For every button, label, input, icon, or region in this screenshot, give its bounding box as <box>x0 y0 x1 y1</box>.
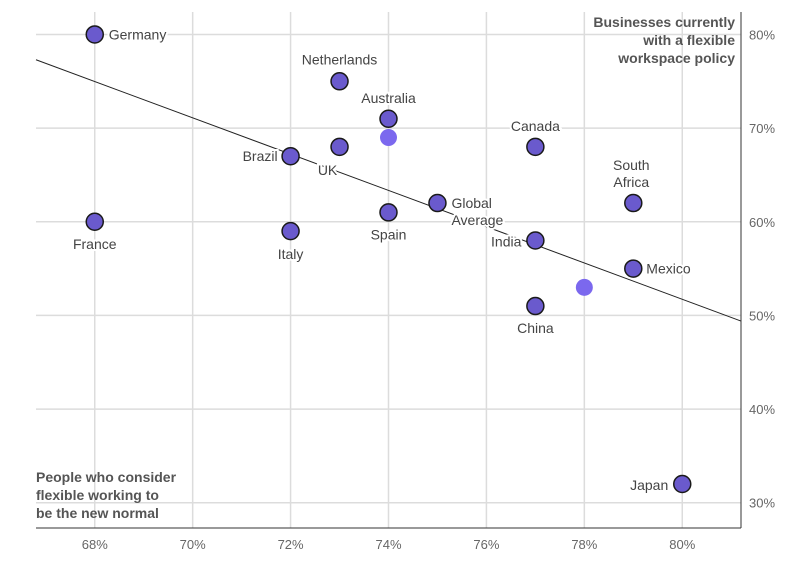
x-tick-label: 70% <box>180 537 206 552</box>
y-axis-title: with a flexible <box>642 32 735 48</box>
x-tick-label: 80% <box>669 537 695 552</box>
point-label: South <box>613 157 650 173</box>
data-point <box>575 278 593 296</box>
data-point <box>526 137 545 157</box>
x-tick-label: 78% <box>571 537 597 552</box>
data-point <box>85 25 104 44</box>
y-tick-label: 30% <box>749 496 775 511</box>
point-label: Spain <box>371 226 407 242</box>
trend-line <box>35 59 742 322</box>
data-point <box>428 193 447 213</box>
x-tick-label: 76% <box>473 537 499 552</box>
point-label: Netherlands <box>302 51 378 67</box>
x-tick-label: 74% <box>375 537 401 552</box>
data-point <box>379 109 398 129</box>
x-axis-title: People who consider <box>36 469 177 485</box>
point-label: Canada <box>511 118 560 134</box>
y-tick-label: 70% <box>749 121 775 136</box>
y-axis-title: Businesses currently <box>593 14 735 30</box>
point-label: Africa <box>613 174 649 190</box>
data-point <box>330 72 349 91</box>
point-label: UK <box>318 162 338 178</box>
point-label: Australia <box>361 90 416 106</box>
y-tick-label: 50% <box>749 308 775 323</box>
point-label: China <box>517 320 554 336</box>
point-label: Italy <box>278 246 304 262</box>
y-tick-label: 40% <box>749 402 775 417</box>
y-tick-label: 80% <box>749 27 775 42</box>
point-label: Global <box>451 195 491 211</box>
x-axis-title: be the new normal <box>36 505 159 521</box>
data-point <box>330 137 349 157</box>
data-point <box>624 193 643 213</box>
data-point <box>624 259 643 278</box>
point-label: Mexico <box>646 261 691 277</box>
point-label: Japan <box>630 477 668 493</box>
data-point <box>526 296 545 316</box>
x-axis-title: flexible working to <box>36 487 159 503</box>
data-point <box>673 474 692 494</box>
x-tick-label: 68% <box>82 537 108 552</box>
point-label: India <box>491 234 522 250</box>
point-label: Germany <box>109 26 167 42</box>
x-tick-label: 72% <box>278 537 304 552</box>
data-point <box>85 212 104 232</box>
point-label: France <box>73 236 117 252</box>
data-point <box>379 203 398 222</box>
y-axis-title: workspace policy <box>617 50 735 66</box>
point-label: Average <box>451 212 503 228</box>
point-label: Brazil <box>243 148 278 164</box>
y-tick-label: 60% <box>749 215 775 230</box>
data-point <box>281 221 300 241</box>
data-point <box>526 231 545 250</box>
data-point <box>380 128 397 146</box>
data-point <box>281 146 300 166</box>
